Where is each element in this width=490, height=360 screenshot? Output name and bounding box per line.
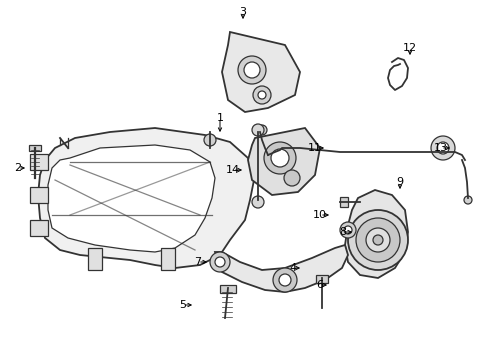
Circle shape — [215, 257, 225, 267]
Text: 10: 10 — [313, 210, 327, 220]
Bar — [88, 248, 102, 270]
Text: 4: 4 — [290, 263, 296, 273]
Bar — [30, 187, 48, 203]
Circle shape — [273, 268, 297, 292]
Circle shape — [373, 235, 383, 245]
Polygon shape — [215, 245, 348, 292]
Circle shape — [284, 170, 300, 186]
Polygon shape — [345, 190, 408, 278]
Bar — [29, 145, 41, 151]
Text: 11: 11 — [308, 143, 322, 153]
Bar — [30, 220, 48, 236]
Circle shape — [257, 125, 267, 135]
Circle shape — [437, 142, 449, 154]
Text: 13: 13 — [434, 143, 448, 153]
Bar — [30, 154, 48, 170]
Circle shape — [252, 196, 264, 208]
Polygon shape — [222, 32, 300, 112]
Circle shape — [204, 134, 216, 146]
Bar — [340, 197, 348, 207]
Text: 3: 3 — [240, 7, 246, 17]
Circle shape — [244, 62, 260, 78]
Text: 5: 5 — [179, 300, 187, 310]
Circle shape — [253, 86, 271, 104]
Circle shape — [264, 142, 296, 174]
Circle shape — [340, 222, 356, 238]
Circle shape — [356, 218, 400, 262]
Text: 7: 7 — [195, 257, 201, 267]
Circle shape — [238, 56, 266, 84]
Bar — [161, 248, 175, 270]
Text: 2: 2 — [14, 163, 22, 173]
Circle shape — [344, 226, 352, 234]
Text: 12: 12 — [403, 43, 417, 53]
Text: 6: 6 — [317, 280, 323, 290]
Bar — [316, 275, 328, 283]
Polygon shape — [248, 128, 320, 195]
Polygon shape — [38, 128, 255, 268]
Text: 8: 8 — [340, 227, 346, 237]
Bar — [220, 285, 236, 293]
Circle shape — [464, 196, 472, 204]
Circle shape — [252, 124, 264, 136]
Text: 9: 9 — [396, 177, 404, 187]
Circle shape — [366, 228, 390, 252]
Circle shape — [271, 149, 289, 167]
Circle shape — [348, 210, 408, 270]
Circle shape — [210, 252, 230, 272]
Circle shape — [279, 274, 291, 286]
Text: 14: 14 — [226, 165, 240, 175]
Circle shape — [258, 91, 266, 99]
Circle shape — [431, 136, 455, 160]
Text: 1: 1 — [217, 113, 223, 123]
Polygon shape — [48, 145, 215, 252]
